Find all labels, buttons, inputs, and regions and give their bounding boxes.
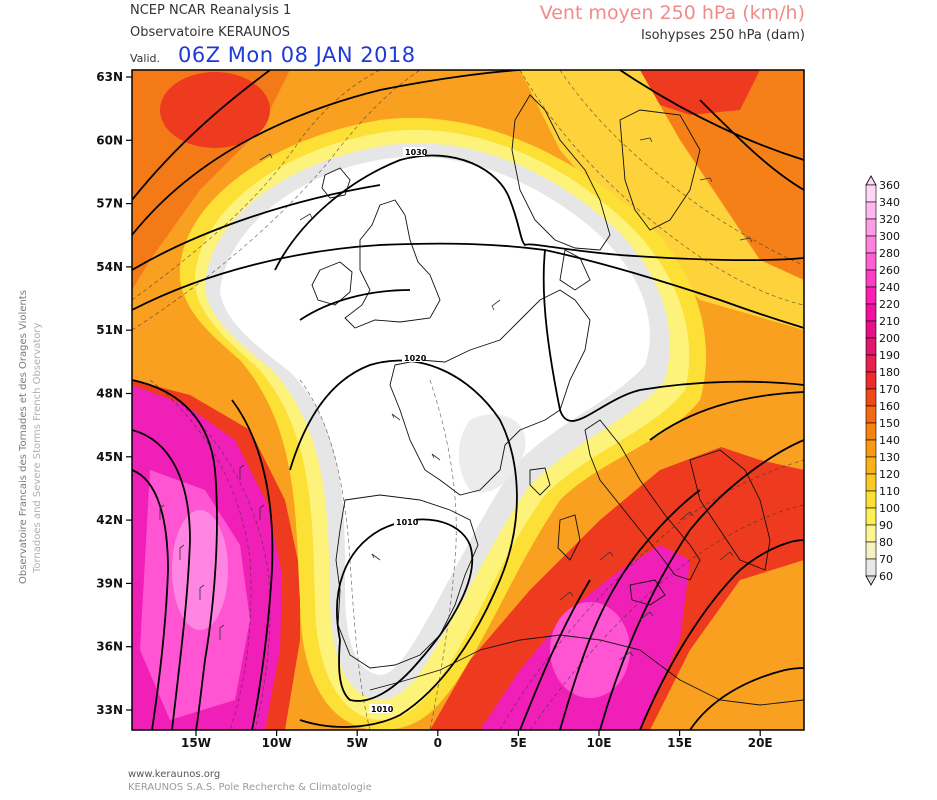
lon-label: 15E [667, 736, 692, 750]
footer-url: www.keraunos.org [128, 769, 221, 780]
colorbar-swatch [865, 456, 877, 475]
colorbar-label: 340 [879, 196, 900, 209]
colorbar-bottom-arrow [865, 575, 877, 586]
map-frame [131, 69, 805, 731]
lon-label: 10W [262, 736, 292, 750]
colorbar-label: 120 [879, 468, 900, 481]
lat-label: 51N [96, 323, 123, 337]
lon-label: 0 [434, 736, 442, 750]
colorbar-label: 90 [879, 519, 893, 532]
lat-label: 42N [96, 513, 123, 527]
colorbar-label: 320 [879, 213, 900, 226]
colorbar-swatch [865, 422, 877, 441]
colorbar-swatch [865, 473, 877, 492]
lat-label: 33N [96, 703, 123, 717]
lon-label: 10E [587, 736, 612, 750]
lon-label: 20E [748, 736, 773, 750]
colorbar-label: 180 [879, 366, 900, 379]
valid-label: Valid. [130, 52, 161, 65]
colorbar-swatch [865, 558, 877, 577]
map-title: Vent moyen 250 hPa (km/h) [539, 2, 805, 24]
lat-label: 45N [96, 450, 123, 464]
colorbar-swatch [865, 269, 877, 288]
lon-label: 5E [510, 736, 527, 750]
longitude-axis: 15W 10W 5W 0 5E 10E 15E 20E [181, 730, 773, 750]
colorbar-swatch [865, 235, 877, 254]
colorbar-label: 160 [879, 400, 900, 413]
colorbar-swatch [865, 354, 877, 373]
colorbar-label: 170 [879, 383, 900, 396]
map-subtitle: Isohypses 250 hPa (dam) [641, 28, 805, 43]
lat-label: 60N [96, 133, 123, 147]
colorbar-label: 130 [879, 451, 900, 464]
colorbar-top-arrow [865, 175, 877, 186]
latitude-axis: 63N 60N 57N 54N 51N 48N 45N 42N 39N 36N 33N [96, 70, 132, 717]
lat-label: 54N [96, 260, 123, 274]
colorbar-label: 100 [879, 502, 900, 515]
colorbar-label: 210 [879, 315, 900, 328]
colorbar-label: 80 [879, 536, 893, 549]
colorbar-label: 190 [879, 349, 900, 362]
lon-label: 15W [181, 736, 211, 750]
lat-label: 48N [96, 387, 123, 401]
colorbar-label: 240 [879, 281, 900, 294]
contour-label: 1030 [405, 148, 428, 157]
colorbar-label: 70 [879, 553, 893, 566]
colorbar-swatch [865, 405, 877, 424]
lat-label: 63N [96, 70, 123, 84]
colorbar-swatch [865, 218, 877, 237]
wind-barbs [159, 137, 753, 661]
colorbar-swatch [865, 524, 877, 543]
colorbar-label: 220 [879, 298, 900, 311]
lat-label: 39N [96, 576, 123, 590]
colorbar-label: 140 [879, 434, 900, 447]
footer-company: KERAUNOS S.A.S. Pole Recherche & Climato… [128, 782, 372, 793]
lon-label: 5W [346, 736, 368, 750]
colorbar-swatch [865, 439, 877, 458]
contour-label: 1010 [371, 705, 394, 714]
wind-speed-field [132, 70, 804, 730]
colorbar-swatch [865, 184, 877, 203]
colorbar-swatch [865, 201, 877, 220]
lat-label: 57N [96, 197, 123, 211]
source-label: NCEP NCAR Reanalysis 1 [130, 3, 292, 18]
observatory-label: Observatoire KERAUNOS [130, 25, 290, 40]
colorbar-swatch [865, 388, 877, 407]
contour-label: 1010 [396, 518, 419, 527]
colorbar-label: 200 [879, 332, 900, 345]
colorbar-label: 300 [879, 230, 900, 243]
colorbar-label: 150 [879, 417, 900, 430]
colorbar-swatch [865, 252, 877, 271]
colorbar-swatch [865, 337, 877, 356]
colorbar-label: 110 [879, 485, 900, 498]
colorbar-label: 280 [879, 247, 900, 260]
colorbar-swatch [865, 371, 877, 390]
colorbar-swatch [865, 320, 877, 339]
colorbar-swatch [865, 490, 877, 509]
lat-label: 36N [96, 640, 123, 654]
colorbar-label: 60 [879, 570, 893, 583]
colorbar: 360 340 320 300 280 260 240 220 210 200 190 180 170 1… [865, 175, 900, 586]
isohypse-contours [132, 70, 804, 730]
colorbar-swatch [865, 303, 877, 322]
contour-labels: 1030 1020 1010 1010 [369, 147, 428, 714]
colorbar-swatch [865, 286, 877, 305]
colorbar-label: 260 [879, 264, 900, 277]
colorbar-swatch [865, 507, 877, 526]
valid-time: 06Z Mon 08 JAN 2018 [178, 43, 416, 67]
colorbar-label: 360 [879, 179, 900, 192]
colorbar-swatch [865, 541, 877, 560]
contour-label: 1020 [404, 354, 427, 363]
